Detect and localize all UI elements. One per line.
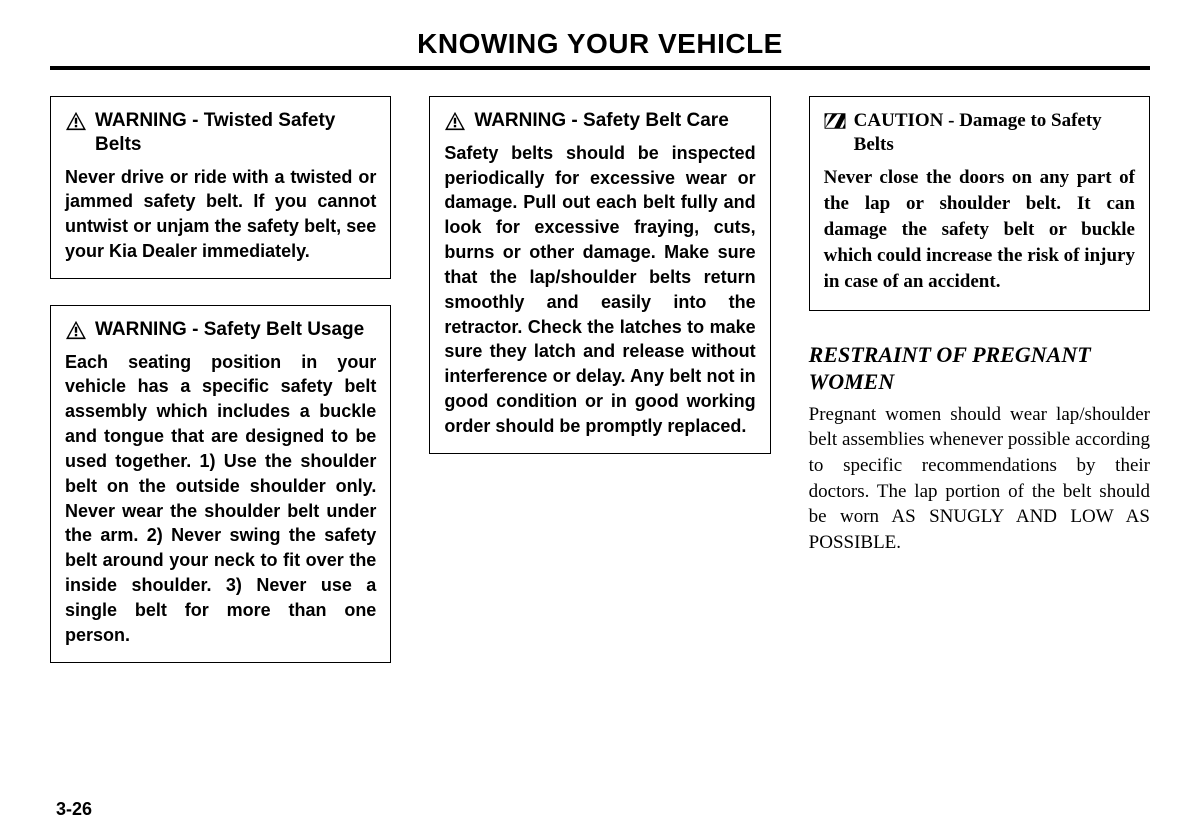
section-heading: RESTRAINT OF PREGNANT WOMEN [809,341,1150,396]
warning-box-belt-usage: WARNING - Safety Belt Usage Each seating… [50,305,391,663]
box-title-row: WARNING - Safety Belt Care [444,109,755,133]
box-title-row: WARNING - Safety Belt Usage [65,318,376,342]
section-body: Pregnant women should wear lap/shoulder … [809,402,1150,556]
warning-box-belt-care: WARNING - Safety Belt Care Safety belts … [429,96,770,454]
column-left: WARNING - Twisted Safety Belts Never dri… [50,96,391,663]
box-title: WARNING - Safety Belt Care [474,109,728,133]
box-body: Never drive or ride with a twisted or ja… [65,165,376,264]
box-title: CAUTION - Damage to Safety Belts [854,109,1135,157]
box-body: Never close the doors on any part of the… [824,165,1135,296]
caution-stripes-icon [824,111,846,131]
warning-box-twisted-belts: WARNING - Twisted Safety Belts Never dri… [50,96,391,279]
horizontal-rule [50,66,1150,70]
columns-container: WARNING - Twisted Safety Belts Never dri… [50,96,1150,663]
page-title: KNOWING YOUR VEHICLE [50,28,1150,66]
box-title-row: WARNING - Twisted Safety Belts [65,109,376,157]
column-middle: WARNING - Safety Belt Care Safety belts … [429,96,770,663]
box-title-row: CAUTION - Damage to Safety Belts [824,109,1135,157]
warning-triangle-icon [65,111,87,131]
warning-triangle-icon [65,320,87,340]
box-title: WARNING - Safety Belt Usage [95,318,364,342]
box-body: Each seating position in your vehicle ha… [65,350,376,648]
column-right: CAUTION - Damage to Safety Belts Never c… [809,96,1150,663]
page-number: 3-26 [56,799,92,820]
box-title: WARNING - Twisted Safety Belts [95,109,376,157]
box-body: Safety belts should be inspected periodi… [444,141,755,439]
section-pregnant-women: RESTRAINT OF PREGNANT WOMEN Pregnant wom… [809,337,1150,556]
warning-triangle-icon [444,111,466,131]
caution-box-damage-belts: CAUTION - Damage to Safety Belts Never c… [809,96,1150,311]
